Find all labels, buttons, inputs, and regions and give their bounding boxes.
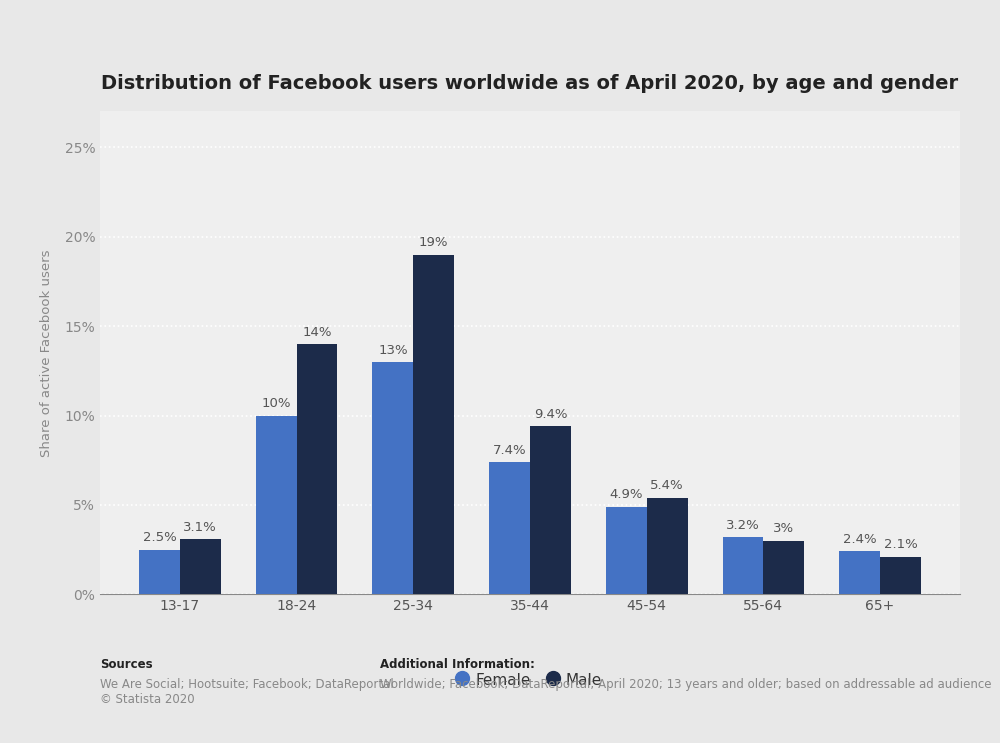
Text: 3%: 3% xyxy=(773,522,794,536)
Bar xyxy=(723,537,763,594)
Text: 3.2%: 3.2% xyxy=(726,519,760,532)
Text: 2.4%: 2.4% xyxy=(843,533,876,546)
Y-axis label: Share of active Facebook users: Share of active Facebook users xyxy=(40,249,53,457)
Bar xyxy=(413,255,454,594)
Text: 9.4%: 9.4% xyxy=(534,408,567,421)
Bar xyxy=(139,550,180,594)
Bar xyxy=(489,462,530,594)
Text: 4.9%: 4.9% xyxy=(610,488,643,502)
Text: Sources: Sources xyxy=(100,658,153,670)
Text: 2.1%: 2.1% xyxy=(884,539,917,551)
Bar xyxy=(763,541,804,594)
Text: We Are Social; Hootsuite; Facebook; DataReportal
© Statista 2020: We Are Social; Hootsuite; Facebook; Data… xyxy=(100,678,394,706)
Legend: Female, Male: Female, Male xyxy=(451,665,609,695)
Text: 14%: 14% xyxy=(302,325,332,339)
Bar xyxy=(530,426,571,594)
Text: 13%: 13% xyxy=(378,343,408,357)
Bar xyxy=(880,557,921,594)
Bar xyxy=(647,498,688,594)
Bar xyxy=(256,415,297,594)
Text: Additional Information:: Additional Information: xyxy=(380,658,535,670)
Text: 10%: 10% xyxy=(261,398,291,410)
Text: 2.5%: 2.5% xyxy=(143,531,176,545)
Bar xyxy=(839,551,880,594)
Text: 5.4%: 5.4% xyxy=(650,479,684,493)
Text: 3.1%: 3.1% xyxy=(183,521,217,533)
Text: 7.4%: 7.4% xyxy=(493,444,526,457)
Bar xyxy=(297,344,337,594)
Bar xyxy=(180,539,221,594)
Text: 19%: 19% xyxy=(419,236,448,249)
Bar xyxy=(372,362,413,594)
Text: Worldwide; Facebook; DataReportal; April 2020; 13 years and older; based on addr: Worldwide; Facebook; DataReportal; April… xyxy=(380,678,992,690)
Title: Distribution of Facebook users worldwide as of April 2020, by age and gender: Distribution of Facebook users worldwide… xyxy=(101,74,959,93)
Bar xyxy=(606,507,647,594)
